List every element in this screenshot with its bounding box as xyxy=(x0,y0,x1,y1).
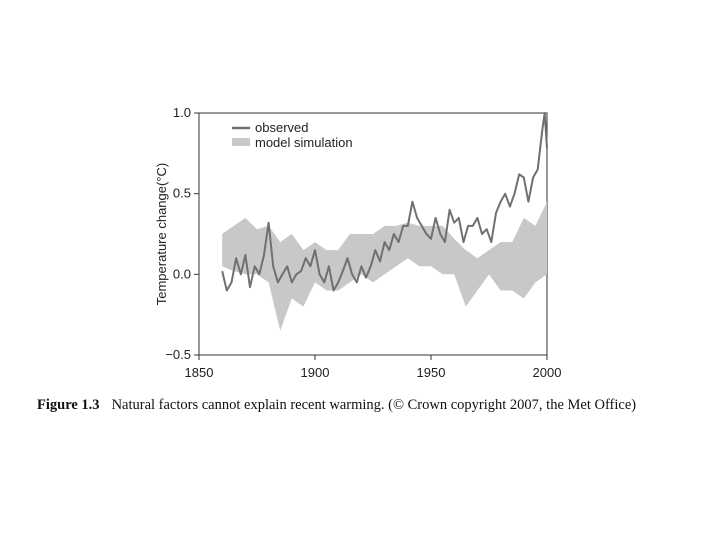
legend-swatch-model xyxy=(232,138,250,146)
caption-text: Natural factors cannot explain recent wa… xyxy=(111,397,637,413)
legend: observed model simulation xyxy=(232,120,353,150)
y-tick-label: 0.5 xyxy=(173,186,191,201)
legend-label-observed: observed xyxy=(255,120,308,135)
figure-caption: Figure 1.3 Natural factors cannot explain… xyxy=(37,395,683,415)
figure-number: Figure 1.3 xyxy=(37,397,100,413)
observed-series xyxy=(221,112,548,292)
x-tick-label: 1900 xyxy=(301,365,330,380)
y-tick-label: 1.0 xyxy=(173,105,191,120)
x-tick-label: 1850 xyxy=(185,365,214,380)
x-tick-label: 2000 xyxy=(533,365,562,380)
temperature-chart: 1850 1900 1950 2000 −0.5 0.0 0.5 1.0 Temperatur… xyxy=(154,105,561,380)
model-simulation-band xyxy=(222,201,547,331)
legend-label-model: model simulation xyxy=(255,135,353,150)
observed-line xyxy=(221,112,548,292)
y-tick-label: 0.0 xyxy=(173,266,191,281)
x-tick-label: 1950 xyxy=(417,365,446,380)
y-axis-label: Temperature change(°C) xyxy=(154,163,169,306)
axes: 1850 1900 1950 2000 −0.5 0.0 0.5 1.0 xyxy=(165,105,561,380)
y-tick-label: −0.5 xyxy=(165,347,191,362)
model-simulation-area xyxy=(222,201,547,331)
